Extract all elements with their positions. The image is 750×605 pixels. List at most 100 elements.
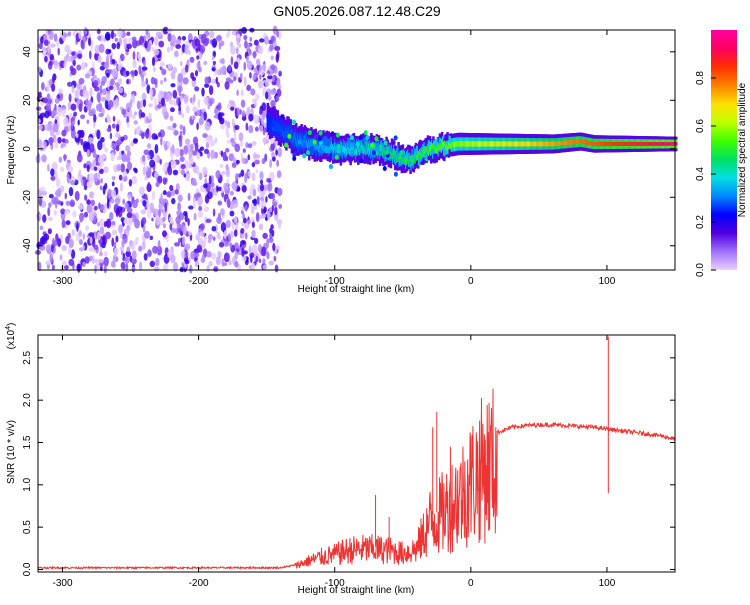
noise-speckle [188, 49, 191, 56]
noise-speckle [100, 96, 107, 102]
noise-speckle [61, 244, 67, 252]
noise-speckle [254, 154, 261, 159]
noise-speckle [48, 194, 54, 199]
noise-speckle [149, 235, 154, 241]
noise-speckle [66, 81, 73, 87]
noise-speckle [169, 115, 174, 122]
noise-speckle [82, 245, 85, 250]
noise-speckle [170, 70, 176, 80]
noise-speckle [128, 37, 133, 44]
noise-speckle [141, 66, 148, 71]
noise-speckle [196, 244, 203, 253]
noise-speckle [55, 177, 61, 188]
noise-speckle [251, 140, 257, 146]
noise-speckle [88, 191, 95, 199]
noise-speckle [182, 125, 186, 136]
noise-speckle [211, 78, 217, 84]
noise-speckle [190, 143, 194, 152]
noise-speckle [61, 260, 67, 267]
track-speckle [305, 150, 310, 156]
noise-speckle [184, 64, 189, 73]
noise-speckle [183, 145, 189, 155]
noise-speckle [234, 124, 240, 131]
noise-speckle [217, 102, 222, 112]
noise-speckle [149, 159, 156, 168]
noise-speckle [241, 116, 247, 121]
noise-speckle [165, 234, 169, 243]
noise-speckle [110, 189, 117, 198]
noise-speckle [117, 27, 123, 38]
noise-speckle [255, 169, 259, 174]
noise-speckle [152, 245, 159, 254]
noise-speckle [149, 260, 156, 268]
noise-speckle [70, 180, 75, 186]
noise-speckle [263, 35, 269, 45]
colorbar-tick-label: 0.4 [695, 167, 706, 181]
noise-speckle [169, 99, 176, 106]
noise-speckle [232, 157, 237, 163]
noise-speckle [54, 139, 59, 149]
noise-speckle [217, 200, 223, 206]
noise-speckle [240, 169, 245, 177]
noise-speckle [260, 69, 264, 76]
noise-speckle [100, 177, 103, 184]
noise-speckle [102, 141, 106, 149]
noise-speckle [201, 87, 205, 97]
noise-speckle [112, 115, 116, 122]
noise-speckle [134, 111, 137, 116]
noise-speckle [57, 136, 62, 144]
noise-speckle [162, 177, 168, 185]
noise-speckle [184, 173, 191, 182]
noise-speckle [211, 67, 216, 72]
noise-speckle [111, 58, 116, 65]
chart-title: GN05.2026.087.12.48.C29 [273, 3, 441, 19]
noise-speckle [198, 172, 203, 181]
noise-speckle [278, 204, 283, 209]
noise-speckle [172, 262, 179, 272]
noise-speckle [217, 212, 221, 222]
noise-speckle [88, 211, 95, 222]
noise-speckle [51, 83, 56, 92]
noise-speckle [176, 222, 181, 229]
noise-speckle [227, 121, 231, 129]
noise-speckle [223, 229, 227, 240]
noise-speckle [120, 261, 126, 270]
noise-speckle [159, 158, 162, 165]
noise-speckle [126, 43, 132, 50]
track-speckle [318, 148, 323, 154]
noise-speckle [69, 199, 76, 208]
noise-speckle [155, 257, 160, 267]
noise-speckle [135, 126, 141, 135]
noise-speckle [99, 84, 103, 93]
noise-speckle [51, 264, 55, 270]
noise-speckle [99, 65, 105, 71]
noise-speckle [111, 42, 117, 50]
noise-speckle [215, 76, 219, 85]
noise-speckle [112, 68, 119, 78]
noise-speckle [38, 261, 42, 272]
noise-speckle [160, 192, 163, 203]
noise-speckle [73, 111, 78, 117]
noise-speckle [265, 240, 269, 249]
track-speckle [355, 141, 360, 147]
noise-speckle [208, 98, 213, 107]
noise-speckle [57, 47, 60, 56]
noise-speckle [224, 80, 230, 90]
noise-speckle [118, 174, 123, 181]
noise-speckle [197, 210, 204, 218]
noise-speckle [127, 194, 132, 200]
noise-speckle [118, 224, 123, 234]
noise-region [35, 25, 283, 274]
noise-speckle [273, 201, 278, 208]
noise-speckle [209, 139, 215, 147]
noise-speckle [104, 99, 109, 110]
noise-speckle [221, 58, 225, 65]
noise-speckle [45, 102, 51, 110]
noise-speckle [241, 206, 245, 212]
noise-speckle [207, 238, 212, 244]
noise-speckle [83, 211, 89, 218]
noise-speckle [268, 260, 275, 266]
noise-speckle [61, 138, 66, 143]
track-speckle [374, 146, 379, 152]
noise-speckle [100, 136, 105, 143]
